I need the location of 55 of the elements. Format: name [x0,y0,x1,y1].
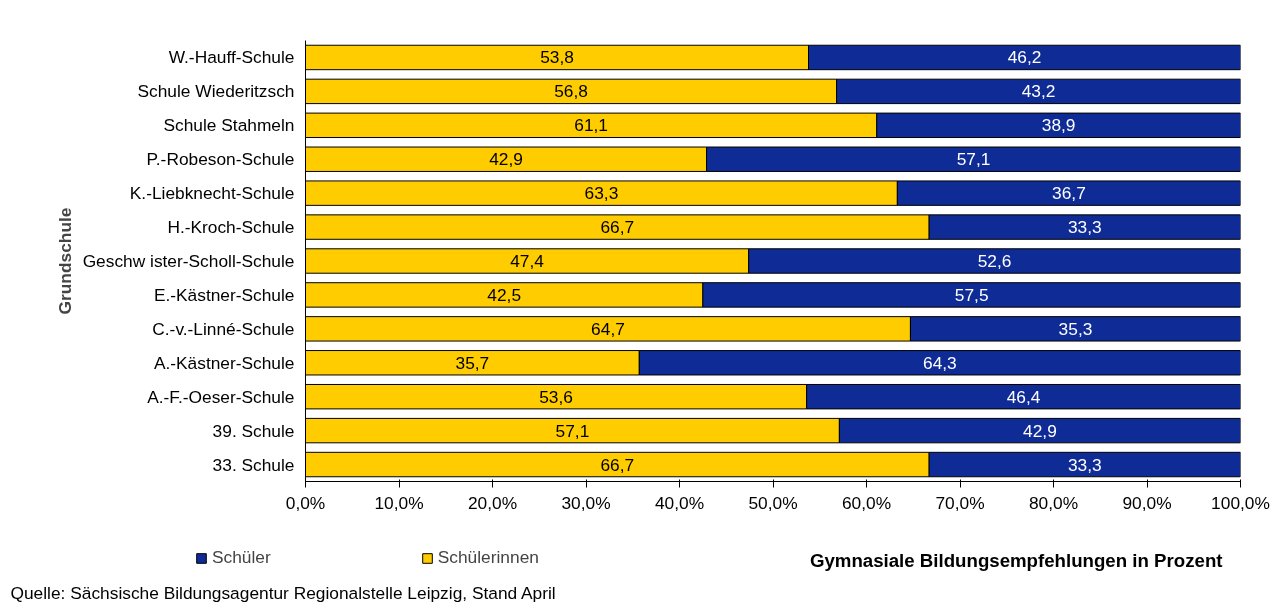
y-tick-label: 33. Schule [212,454,295,475]
data-label: 57,1 [956,149,991,170]
data-label: 56,8 [554,81,588,102]
y-tick-label: Geschw ister-Scholl-Schule [82,251,295,271]
data-label: 42,9 [489,149,523,170]
x-tick-label: 70,0% [935,492,985,513]
data-label: 63,3 [584,183,619,204]
x-tick-label: 100,0% [1211,492,1270,513]
y-axis-title: Grundschule [54,207,75,315]
x-tick-label: 20,0% [467,492,518,513]
x-tick-label: 90,0% [1122,492,1172,513]
data-label: 38,9 [1041,115,1076,136]
data-label: 57,5 [954,284,989,305]
x-tick-label: 0,0% [285,492,326,513]
source-note: Quelle: Sächsische Bildungsagentur Regionalstelle Leipzig, Stand April [10,582,556,603]
y-tick-label: Schule Stahmeln [163,115,295,136]
data-label: 53,8 [540,47,574,68]
data-label: 33,3 [1067,454,1102,475]
data-label: 42,5 [487,284,522,305]
data-label: 35,3 [1058,318,1093,339]
data-label: 46,4 [1006,386,1041,407]
data-label: 46,2 [1007,47,1042,68]
data-label: 61,1 [574,115,609,136]
x-tick-label: 30,0% [561,492,611,513]
legend-label: Schüler [212,547,271,568]
x-tick-label: 60,0% [841,492,892,513]
data-label: 36,7 [1052,183,1086,204]
data-label: 33,3 [1067,217,1102,238]
y-tick-label: A.-F.-Oeser-Schule [147,386,295,407]
data-label: 64,7 [591,318,625,339]
data-label: 47,4 [510,251,545,271]
legend-label: Schülerinnen [437,547,539,568]
data-label: 35,7 [455,352,490,373]
y-tick-label: H.-Kroch-Schule [167,217,295,238]
y-tick-label: E.-Kästner-Schule [153,284,295,305]
data-label: 66,7 [600,217,635,238]
data-label: 52,6 [977,251,1012,271]
data-label: 53,6 [539,386,573,407]
y-tick-label: C.-v.-Linné-Schule [152,318,295,339]
y-tick-label: K.-Liebknecht-Schule [129,183,295,204]
data-label: 42,9 [1023,420,1057,441]
x-tick-label: 80,0% [1028,492,1079,513]
data-label: 43,2 [1021,81,1056,102]
y-tick-label: W.-Hauff-Schule [168,47,295,68]
data-label: 57,1 [555,420,590,441]
x-tick-label: 40,0% [654,492,705,513]
x-axis-title: Gymnasiale Bildungsempfehlungen in Prozent [809,549,1223,571]
y-tick-label: A.-Kästner-Schule [153,352,295,373]
y-tick-label: 39. Schule [212,420,295,441]
y-tick-label: Schule Wiederitzsch [137,81,295,102]
x-tick-label: 50,0% [748,492,798,513]
y-tick-label: P.-Robeson-Schule [146,149,295,170]
data-label: 66,7 [600,454,635,475]
x-tick-label: 10,0% [374,492,424,513]
data-label: 64,3 [923,352,957,373]
